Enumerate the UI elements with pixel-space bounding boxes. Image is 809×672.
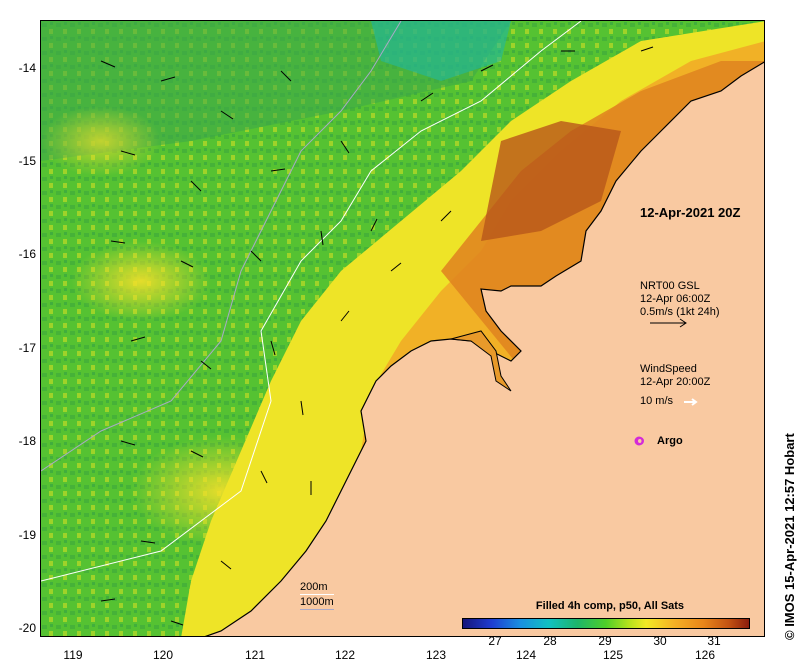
y-tick-label: -17 — [18, 341, 36, 355]
wind-legend-line3: 10 m/s — [640, 395, 674, 407]
x-tick-label: 119 — [63, 648, 83, 662]
king-sound — [450, 330, 512, 392]
x-tick-label: 126 — [694, 648, 716, 662]
current-legend-line1: NRT00 GSL — [640, 280, 700, 292]
warm-patch-3 — [41, 106, 161, 176]
sst-map-svg — [41, 21, 764, 636]
x-tick-label: 124 — [515, 648, 537, 662]
colorbar-label: 28 — [543, 634, 557, 648]
y-tick-label: -15 — [18, 154, 36, 168]
x-tick-label: 120 — [152, 648, 174, 662]
y-tick-label: -16 — [18, 247, 36, 261]
current-legend-line2: 12-Apr 06:00Z — [640, 293, 711, 305]
colorbar-label: 30 — [653, 634, 667, 648]
current-legend-line3: 0.5m/s (1kt 24h) — [640, 306, 720, 318]
contour-200m-swatch — [300, 594, 334, 595]
y-tick-label: -14 — [18, 61, 36, 75]
depth-legend-200m: 200m — [300, 581, 328, 593]
wind-arrow-icon — [684, 398, 698, 406]
colorbar-title: Filled 4h comp, p50, All Sats — [535, 600, 685, 612]
colorbar-label: 31 — [707, 634, 721, 648]
depth-legend-1000m: 1000m — [300, 596, 334, 608]
coolest-patch — [371, 21, 511, 81]
contour-1000m — [41, 21, 402, 472]
colorbar — [462, 618, 750, 629]
current-arrow-icon — [650, 318, 687, 328]
contour-200m — [41, 21, 582, 582]
colorbar-label: 29 — [598, 634, 612, 648]
colorbar-label: 27 — [488, 634, 502, 648]
x-tick-label: 121 — [244, 648, 266, 662]
x-tick-label: 125 — [602, 648, 624, 662]
y-tick-label: -20 — [18, 621, 36, 635]
wind-legend-line1: WindSpeed — [640, 363, 697, 375]
y-tick-label: -18 — [18, 434, 36, 448]
imos-credit: © IMOS 15-Apr-2021 12:57 Hobart — [782, 433, 797, 640]
x-tick-label: 122 — [334, 648, 356, 662]
argo-legend-icon — [636, 437, 644, 445]
sst-map[interactable] — [40, 20, 765, 637]
contour-1000m-swatch — [300, 609, 334, 610]
wind-legend-line2: 12-Apr 20:00Z — [640, 376, 711, 388]
warm-patch-1 — [71, 241, 211, 321]
current-vectors — [100, 46, 654, 626]
hot-spot — [481, 121, 621, 241]
y-tick-label: -19 — [18, 528, 36, 542]
argo-legend-label: Argo — [657, 435, 683, 447]
x-tick-label: 123 — [425, 648, 447, 662]
map-date-title: 12-Apr-2021 20Z — [640, 205, 741, 220]
